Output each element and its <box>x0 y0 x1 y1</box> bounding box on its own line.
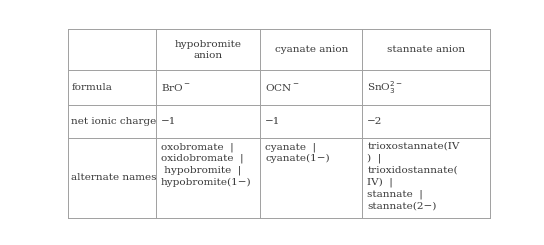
Text: formula: formula <box>71 83 112 92</box>
Text: −2: −2 <box>367 117 383 126</box>
Text: SnO$_3^{2-}$: SnO$_3^{2-}$ <box>367 79 403 96</box>
Text: alternate names: alternate names <box>71 173 157 183</box>
Text: trioxostannate(IV
)  |
trioxidostannate(
IV)  |
stannate  |
stannate(2−): trioxostannate(IV ) | trioxidostannate( … <box>367 142 460 210</box>
Text: cyanate anion: cyanate anion <box>275 45 348 54</box>
Text: stannate anion: stannate anion <box>387 45 465 54</box>
Text: BrO$^-$: BrO$^-$ <box>161 82 190 93</box>
Text: −1: −1 <box>265 117 281 126</box>
Text: oxobromate  |
oxidobromate  |
 hypobromite  |
hypobromite(1−): oxobromate | oxidobromate | hypobromite … <box>161 142 251 187</box>
Text: cyanate  |
cyanate(1−): cyanate | cyanate(1−) <box>265 142 330 163</box>
Text: hypobromite
anion: hypobromite anion <box>175 40 242 60</box>
Text: net ionic charge: net ionic charge <box>71 117 157 126</box>
Text: OCN$^-$: OCN$^-$ <box>265 82 300 93</box>
Text: −1: −1 <box>161 117 176 126</box>
